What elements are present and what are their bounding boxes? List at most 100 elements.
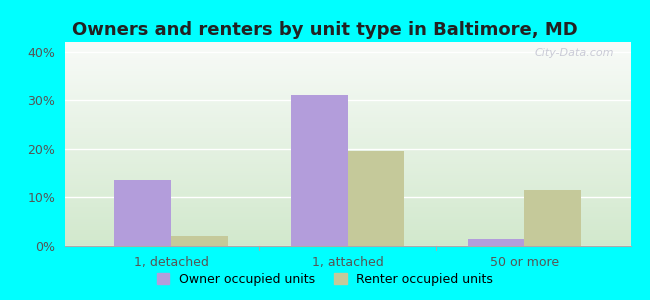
Bar bbox=[65, 52, 630, 54]
Bar bbox=[65, 142, 630, 144]
Bar bbox=[65, 170, 630, 172]
Bar bbox=[468, 239, 525, 246]
Bar bbox=[65, 42, 630, 44]
Bar bbox=[65, 209, 630, 211]
Text: Owners and renters by unit type in Baltimore, MD: Owners and renters by unit type in Balti… bbox=[72, 21, 578, 39]
Bar bbox=[65, 134, 630, 136]
Bar bbox=[65, 193, 630, 195]
Bar bbox=[65, 164, 630, 166]
Bar bbox=[65, 99, 630, 101]
Bar bbox=[65, 124, 630, 126]
Bar bbox=[65, 160, 630, 162]
Bar bbox=[65, 95, 630, 97]
Bar bbox=[65, 220, 630, 221]
Bar bbox=[65, 85, 630, 87]
Bar bbox=[65, 205, 630, 207]
Legend: Owner occupied units, Renter occupied units: Owner occupied units, Renter occupied un… bbox=[151, 268, 499, 291]
Bar bbox=[65, 91, 630, 93]
Bar bbox=[65, 126, 630, 128]
Bar bbox=[65, 93, 630, 95]
Bar bbox=[65, 44, 630, 46]
Bar bbox=[65, 183, 630, 185]
Bar bbox=[65, 130, 630, 132]
Bar bbox=[65, 207, 630, 209]
Bar bbox=[65, 197, 630, 199]
Bar bbox=[65, 232, 630, 234]
Bar bbox=[65, 238, 630, 240]
Bar bbox=[65, 58, 630, 60]
Bar bbox=[65, 228, 630, 230]
Bar bbox=[65, 111, 630, 113]
Bar bbox=[65, 146, 630, 148]
Bar bbox=[65, 107, 630, 109]
Bar bbox=[65, 68, 630, 70]
Bar bbox=[65, 158, 630, 160]
Bar bbox=[65, 226, 630, 228]
Bar bbox=[65, 60, 630, 62]
Bar bbox=[65, 211, 630, 213]
Bar bbox=[65, 152, 630, 154]
Bar bbox=[65, 175, 630, 177]
Bar bbox=[65, 140, 630, 142]
Bar bbox=[65, 73, 630, 75]
Bar bbox=[65, 113, 630, 116]
Text: City-Data.com: City-Data.com bbox=[534, 48, 614, 58]
Bar bbox=[65, 230, 630, 232]
Bar bbox=[65, 119, 630, 122]
Bar bbox=[65, 195, 630, 197]
Bar bbox=[65, 215, 630, 217]
Bar bbox=[65, 138, 630, 140]
Bar bbox=[65, 242, 630, 244]
Bar bbox=[65, 116, 630, 118]
Bar bbox=[65, 97, 630, 99]
Bar bbox=[348, 151, 404, 246]
Bar bbox=[65, 169, 630, 170]
Bar bbox=[65, 109, 630, 111]
Bar bbox=[65, 218, 630, 220]
Bar bbox=[171, 236, 228, 246]
Bar bbox=[65, 156, 630, 158]
Bar bbox=[65, 236, 630, 238]
Bar bbox=[65, 224, 630, 226]
Bar bbox=[65, 187, 630, 189]
Bar bbox=[65, 244, 630, 246]
Bar bbox=[65, 213, 630, 215]
Bar bbox=[65, 128, 630, 130]
Bar bbox=[65, 67, 630, 68]
Bar bbox=[65, 64, 630, 67]
Bar bbox=[65, 148, 630, 150]
Bar bbox=[65, 150, 630, 152]
Bar bbox=[65, 136, 630, 138]
Bar bbox=[65, 56, 630, 58]
Bar bbox=[65, 199, 630, 201]
Bar bbox=[65, 172, 630, 175]
Bar bbox=[65, 62, 630, 64]
Bar bbox=[65, 144, 630, 146]
Bar bbox=[65, 167, 630, 169]
Bar bbox=[525, 190, 581, 246]
Bar bbox=[65, 103, 630, 105]
Bar bbox=[65, 46, 630, 48]
Bar bbox=[65, 234, 630, 236]
Bar bbox=[65, 50, 630, 52]
Bar bbox=[65, 181, 630, 183]
Bar bbox=[65, 83, 630, 85]
Bar bbox=[65, 240, 630, 242]
Bar bbox=[65, 118, 630, 119]
Bar bbox=[65, 105, 630, 107]
Bar bbox=[65, 177, 630, 179]
Bar bbox=[65, 221, 630, 224]
Bar bbox=[65, 77, 630, 79]
Bar bbox=[65, 101, 630, 103]
Bar bbox=[65, 185, 630, 187]
Bar bbox=[65, 75, 630, 77]
Bar bbox=[65, 54, 630, 56]
Bar bbox=[65, 70, 630, 73]
Bar bbox=[65, 189, 630, 191]
Bar bbox=[65, 81, 630, 83]
Bar bbox=[65, 48, 630, 50]
Bar bbox=[65, 162, 630, 164]
Bar bbox=[65, 87, 630, 89]
Bar bbox=[65, 79, 630, 81]
Bar bbox=[65, 179, 630, 181]
